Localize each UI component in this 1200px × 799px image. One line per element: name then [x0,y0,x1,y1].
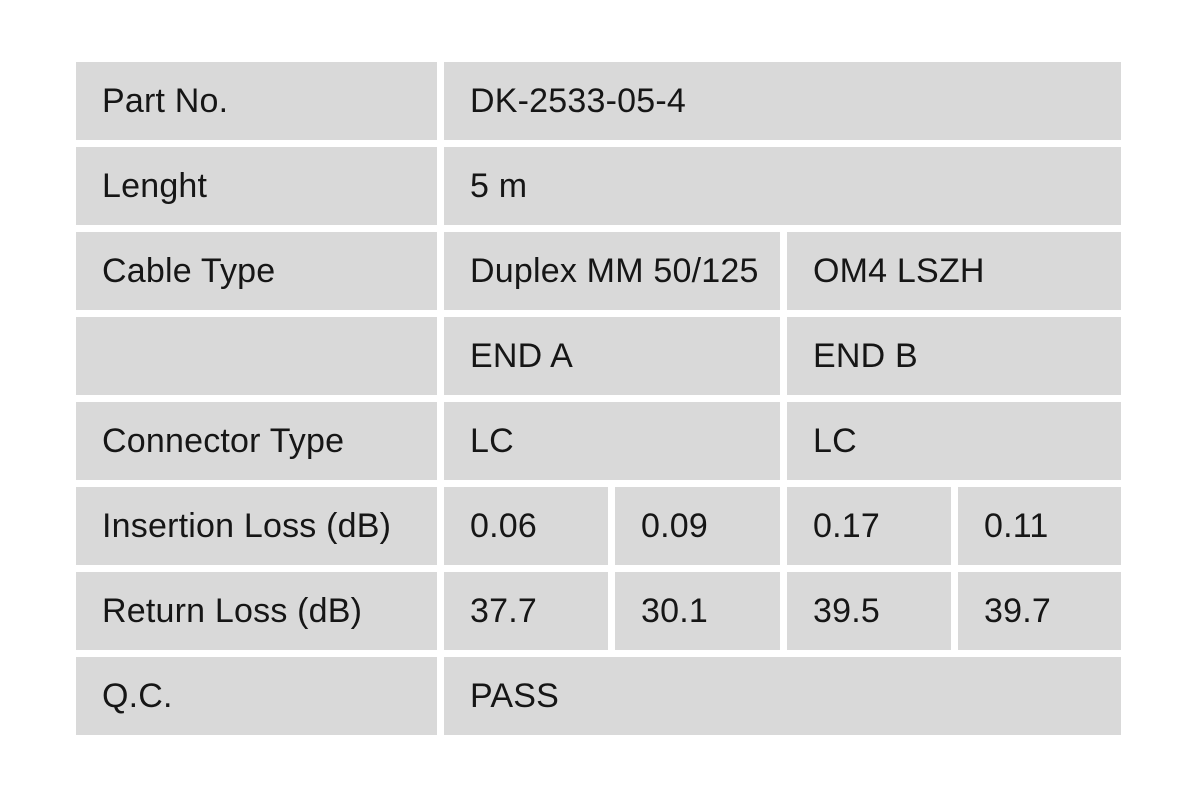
row-label-connector-type: Connector Type [76,402,437,480]
cell-insertion-loss-a2: 0.09 [615,487,780,565]
cell-cable-type-1: Duplex MM 50/125 [444,232,780,310]
cell-connector-end-b: LC [787,402,1121,480]
cell-length-value: 5 m [444,147,1121,225]
cell-cable-type-2: OM4 LSZH [787,232,1121,310]
row-label-qc: Q.C. [76,657,437,735]
cell-return-loss-a1: 37.7 [444,572,608,650]
row-label-part-no: Part No. [76,62,437,140]
cell-connector-end-a: LC [444,402,780,480]
cell-insertion-loss-b1: 0.17 [787,487,951,565]
row-label-cable-type: Cable Type [76,232,437,310]
cell-end-a-header: END A [444,317,780,395]
cell-return-loss-b2: 39.7 [958,572,1121,650]
cell-qc-result: PASS [444,657,1121,735]
cell-insertion-loss-b2: 0.11 [958,487,1121,565]
row-label-length: Lenght [76,147,437,225]
row-label-empty [76,317,437,395]
cell-part-no-value: DK-2533-05-4 [444,62,1121,140]
spec-table: Part No. DK-2533-05-4 Lenght 5 m Cable T… [76,62,1121,735]
cell-insertion-loss-a1: 0.06 [444,487,608,565]
cell-return-loss-a2: 30.1 [615,572,780,650]
cell-return-loss-b1: 39.5 [787,572,951,650]
cell-end-b-header: END B [787,317,1121,395]
row-label-return-loss: Return Loss (dB) [76,572,437,650]
row-label-insertion-loss: Insertion Loss (dB) [76,487,437,565]
